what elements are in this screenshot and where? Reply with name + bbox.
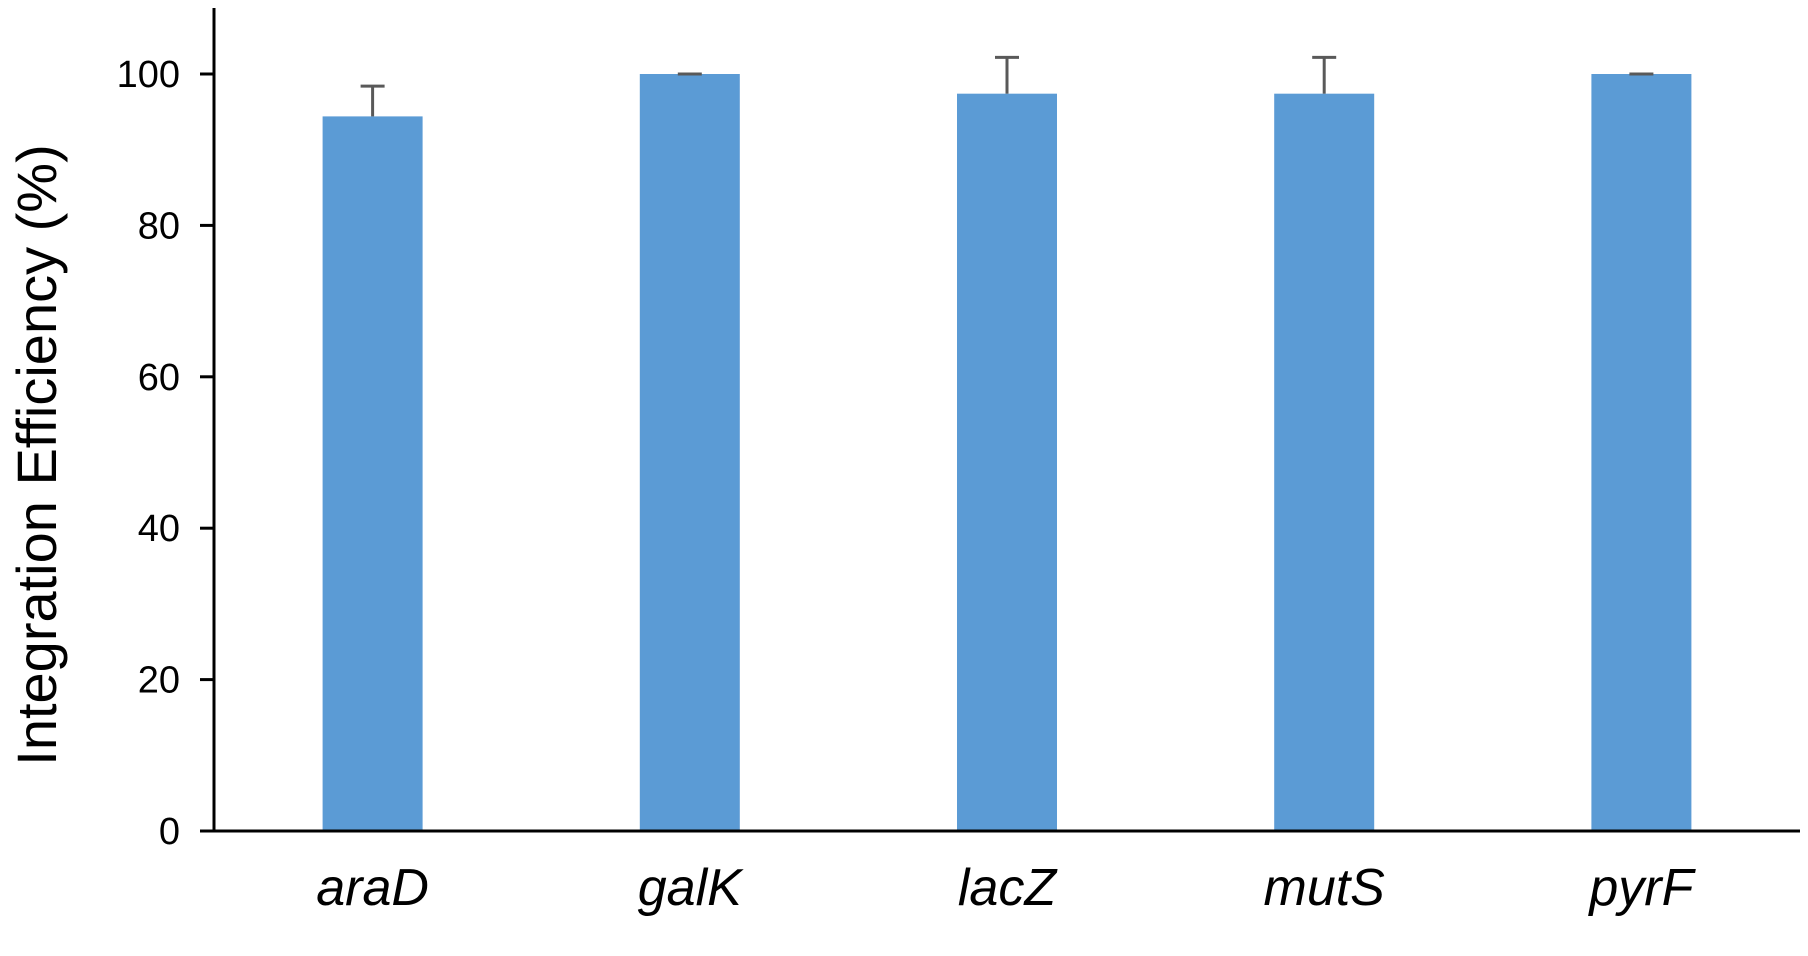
y-tick-label-0: 0 bbox=[159, 811, 180, 853]
y-tick-label-80: 80 bbox=[138, 205, 180, 247]
bar-pyrF bbox=[1591, 74, 1692, 831]
y-tick-label-60: 60 bbox=[138, 357, 180, 399]
bar-mutS bbox=[1274, 93, 1375, 831]
error-bar-araD bbox=[360, 84, 385, 117]
bar-galK bbox=[639, 74, 740, 831]
x-tick-label-pyrF: pyrF bbox=[1587, 859, 1696, 917]
y-tick-label-40: 40 bbox=[138, 508, 180, 550]
y-axis-title: Integration Efficiency (%) bbox=[5, 144, 68, 765]
axes-group bbox=[212, 8, 1800, 833]
x-tick-label-galK: galK bbox=[638, 859, 744, 917]
x-tick-label-araD: araD bbox=[316, 859, 429, 917]
y-tick-label-20: 20 bbox=[138, 660, 180, 702]
bars-group bbox=[322, 74, 1692, 832]
x-tick-label-lacZ: lacZ bbox=[958, 859, 1058, 917]
bar-araD bbox=[322, 116, 423, 832]
y-tick-label-100: 100 bbox=[117, 54, 180, 96]
x-labels-group: araD galK lacZ mutS pyrF bbox=[316, 859, 1696, 917]
error-bars-group bbox=[360, 55, 1654, 117]
error-bar-lacZ bbox=[995, 55, 1019, 94]
error-bar-mutS bbox=[1312, 55, 1337, 94]
x-tick-label-mutS: mutS bbox=[1264, 859, 1386, 917]
bar-lacZ bbox=[957, 93, 1057, 831]
y-ticks-group: 0 20 40 60 80 100 bbox=[117, 54, 214, 853]
